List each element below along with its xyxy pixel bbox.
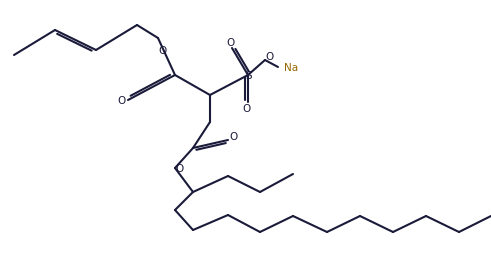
Text: O: O xyxy=(118,96,126,106)
Text: O: O xyxy=(243,104,251,114)
Text: O: O xyxy=(230,132,238,142)
Text: O: O xyxy=(159,46,167,56)
Text: O: O xyxy=(227,38,235,48)
Text: S: S xyxy=(246,71,252,81)
Text: O: O xyxy=(176,164,184,174)
Text: Na: Na xyxy=(284,63,298,73)
Text: O: O xyxy=(266,52,274,62)
